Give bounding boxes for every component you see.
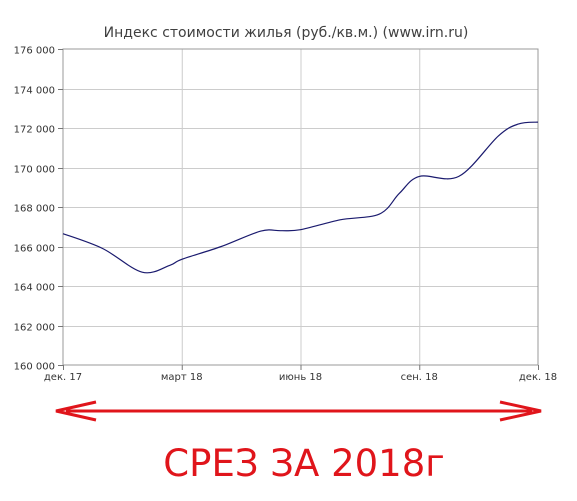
x-tick-label: март 18 xyxy=(161,372,203,383)
arrow-head-left xyxy=(55,400,97,422)
y-tick-label: 162 000 xyxy=(14,323,55,334)
y-tick-label: 176 000 xyxy=(14,46,55,57)
y-tick-label: 160 000 xyxy=(14,362,55,373)
y-tick-label: 170 000 xyxy=(14,165,55,176)
y-tick-label: 172 000 xyxy=(14,125,55,136)
arrow-head-right xyxy=(499,400,542,422)
caption-text: СРЕЗ ЗА 2018г xyxy=(163,442,444,485)
chart-title: Индекс стоимости жилья (руб./кв.м.) (www… xyxy=(104,25,469,41)
grid xyxy=(63,49,538,365)
x-tick-label: дек. 17 xyxy=(44,372,82,383)
annotation: СРЕЗ ЗА 2018г xyxy=(55,400,542,485)
series-line xyxy=(62,121,539,274)
series xyxy=(62,121,539,274)
y-tick-label: 174 000 xyxy=(14,86,55,97)
axes: 160 000 162 000 164 000 166 000 168 000 170 0… xyxy=(14,46,557,384)
y-tick-label: 166 000 xyxy=(14,244,55,255)
x-tick-label: дек. 18 xyxy=(519,372,557,383)
y-tick-label: 168 000 xyxy=(14,204,55,215)
x-tick-label: июнь 18 xyxy=(279,372,322,383)
y-tick-label: 164 000 xyxy=(14,283,55,294)
x-tick-label: сен. 18 xyxy=(401,372,438,383)
